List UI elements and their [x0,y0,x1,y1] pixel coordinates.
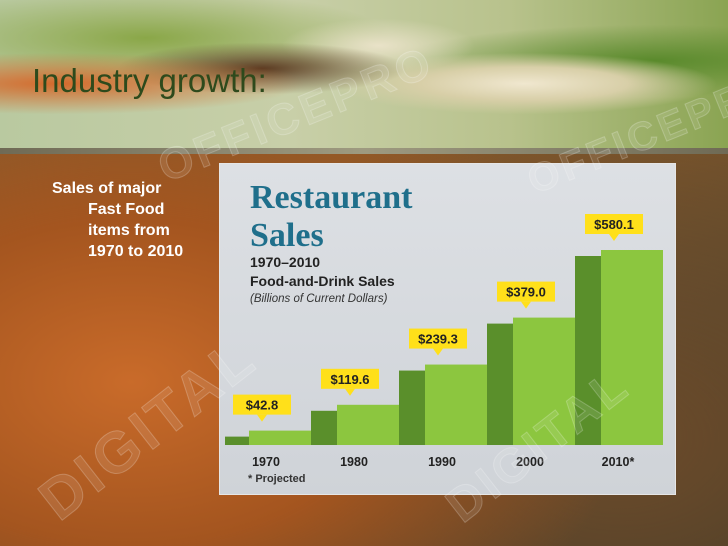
data-label: $42.8 [246,398,279,413]
bar-riser [487,323,517,445]
data-label-pointer [257,414,267,422]
data-label-box [497,281,555,302]
caption-line: items from [88,222,170,239]
chart-units: (Billions of Current Dollars) [250,293,388,305]
data-label-box [321,368,379,389]
bar-riser [311,410,341,445]
data-label-pointer [609,234,619,241]
chart-canvas: Restaurant Sales 1970–2010 Food-and-Drin… [225,179,663,485]
bar [249,430,311,445]
category-label: 2000 [516,455,544,469]
bar [601,250,663,445]
restaurant-sales-chart: Restaurant Sales 1970–2010 Food-and-Drin… [219,163,676,495]
chart-subtitle: 1970–2010 [250,254,320,270]
chart-footnote: * Projected [248,473,305,485]
caption-line: 1970 to 2010 [88,243,184,260]
slide-caption: Sales of major Fast Food items from 1970… [52,178,222,262]
bar-riser [399,370,429,445]
data-label-box [585,214,643,234]
category-label: 2010* [602,455,635,469]
chart-title-line-2: Sales [250,217,324,254]
caption-line: Fast Food [88,201,165,218]
data-label-pointer [433,348,443,356]
data-label-box [233,394,291,415]
header-divider [0,148,728,154]
data-label: $379.0 [506,285,546,300]
data-label-box [409,328,467,349]
data-label: $119.6 [330,372,369,387]
bar-riser [225,436,253,445]
data-label: $580.1 [594,217,634,232]
chart-caption: Food-and-Drink Sales [250,273,395,289]
header-banner-image [0,0,728,152]
bars-layer: $42.8 1970 $119.6 1980 $239.3 1990 $379.0 2000 $… [225,214,663,469]
chart-title-line-1: Restaurant [250,179,413,216]
data-label-pointer [521,301,531,309]
data-label-pointer [345,388,355,396]
caption-line: Sales of major [52,180,162,197]
category-label: 1970 [252,455,280,469]
bar [513,317,575,445]
category-label: 1990 [428,455,456,469]
data-label: $239.3 [418,332,458,347]
category-label: 1980 [340,455,368,469]
bar [337,404,399,445]
slide-title: Industry growth: [32,62,267,99]
bar [425,364,487,445]
bar-riser [575,256,605,445]
